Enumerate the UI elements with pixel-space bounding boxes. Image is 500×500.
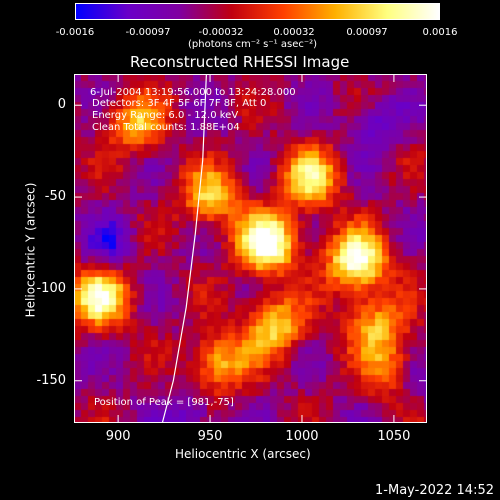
colorbar-unit-label: (photons cm⁻² s⁻¹ asec⁻²) (188, 39, 318, 50)
annotation-energy: Energy Range: 6.0 - 12.0 keV (92, 110, 239, 121)
colorbar-tick-label: 0.00097 (346, 27, 388, 38)
plot-overlay (74, 74, 427, 423)
annotation-time-range: 6-Jul-2004 13:19:56.000 to 13:24:28.000 (90, 87, 296, 98)
x-axis-label: Heliocentric X (arcsec) (175, 447, 311, 461)
colorbar-tick-label: -0.0016 (55, 27, 95, 38)
plot-frame (74, 74, 427, 423)
colorbar (75, 3, 440, 20)
plot-area: 6-Jul-2004 13:19:56.000 to 13:24:28.000 … (74, 74, 427, 423)
annotation-clean: Clean Total counts: 1.88E+04 (92, 122, 240, 133)
y-tick-label: 0 (57, 97, 66, 113)
colorbar-tick-label: -0.00032 (198, 27, 244, 38)
annotation-peak: Position of Peak = [981,-75] (94, 397, 234, 408)
solar-limb-line (161, 74, 207, 423)
footer-date: 1-May-2022 14:52 (375, 483, 494, 498)
x-tick-label: 1000 (285, 429, 319, 444)
colorbar-tick-label: 0.00032 (273, 27, 315, 38)
colorbar-tick-label: -0.00097 (125, 27, 171, 38)
colorbar-tick-label: 0.0016 (422, 27, 458, 38)
chart-title: Reconstructed RHESSI Image (130, 53, 350, 71)
annotation-detectors: Detectors: 3F 4F 5F 6F 7F 8F, Att 0 (92, 98, 267, 109)
heatmap-image (74, 74, 427, 423)
y-tick-label: -100 (36, 280, 66, 296)
y-tick-label: -50 (44, 189, 66, 205)
y-tick-label: -150 (36, 372, 66, 388)
x-tick-label: 950 (197, 429, 223, 444)
x-tick-label: 1050 (377, 429, 411, 444)
y-axis-label: Heliocentric Y (arcsec) (23, 182, 38, 318)
x-tick-label: 900 (105, 429, 131, 444)
